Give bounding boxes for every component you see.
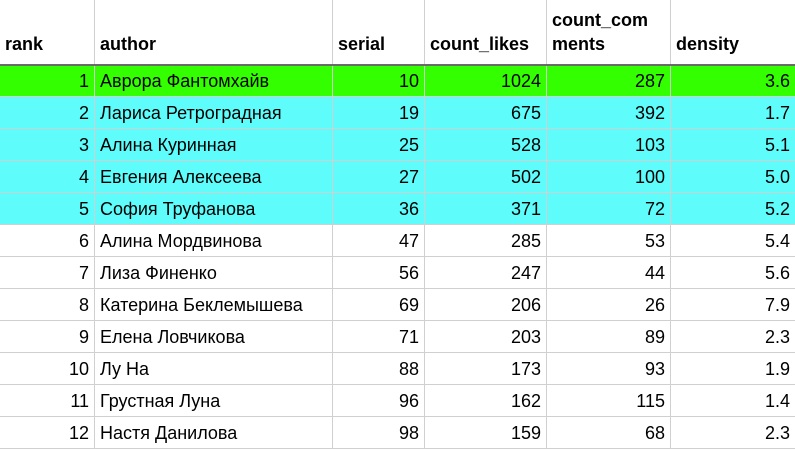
table-row: 12 Настя Данилова 98 159 68 2.3	[0, 416, 795, 449]
header-rank[interactable]: rank	[0, 0, 95, 65]
cell-count-likes[interactable]: 247	[424, 256, 547, 289]
cell-author[interactable]: Евгения Алексеева	[94, 160, 333, 193]
cell-count-likes[interactable]: 173	[424, 352, 547, 385]
cell-rank[interactable]: 5	[0, 192, 95, 225]
table-row: 8 Катерина Беклемышева 69 206 26 7.9	[0, 288, 795, 321]
cell-count-comments[interactable]: 89	[546, 320, 671, 353]
cell-rank[interactable]: 2	[0, 96, 95, 129]
cell-count-likes[interactable]: 1024	[424, 63, 547, 97]
table-row: 2 Лариса Ретроградная 19 675 392 1.7	[0, 96, 795, 129]
cell-rank[interactable]: 3	[0, 128, 95, 161]
cell-rank[interactable]: 7	[0, 256, 95, 289]
cell-count-likes[interactable]: 371	[424, 192, 547, 225]
cell-serial[interactable]: 69	[332, 288, 425, 321]
cell-rank[interactable]: 11	[0, 384, 95, 417]
cell-count-comments[interactable]: 103	[546, 128, 671, 161]
header-count-comments-line2: ments	[552, 33, 606, 54]
cell-serial[interactable]: 56	[332, 256, 425, 289]
cell-count-comments[interactable]: 100	[546, 160, 671, 193]
table-body: 1 Аврора Фантомхайв 10 1024 287 3.6 2 Лариса Ре…	[0, 63, 795, 449]
cell-author[interactable]: Настя Данилова	[94, 416, 333, 449]
cell-serial[interactable]: 27	[332, 160, 425, 193]
cell-count-likes[interactable]: 502	[424, 160, 547, 193]
cell-author[interactable]: Катерина Беклемышева	[94, 288, 333, 321]
cell-count-likes[interactable]: 528	[424, 128, 547, 161]
cell-author[interactable]: Аврора Фантомхайв	[94, 63, 333, 97]
cell-count-comments[interactable]: 53	[546, 224, 671, 257]
cell-count-likes[interactable]: 675	[424, 96, 547, 129]
cell-author[interactable]: Алина Куринная	[94, 128, 333, 161]
cell-rank[interactable]: 4	[0, 160, 95, 193]
cell-count-comments[interactable]: 392	[546, 96, 671, 129]
cell-count-comments[interactable]: 287	[546, 63, 671, 97]
table-row: 9 Елена Ловчикова 71 203 89 2.3	[0, 320, 795, 353]
cell-count-likes[interactable]: 159	[424, 416, 547, 449]
table-row: 10 Лу На 88 173 93 1.9	[0, 352, 795, 385]
cell-density[interactable]: 1.4	[670, 384, 795, 417]
cell-count-comments[interactable]: 72	[546, 192, 671, 225]
cell-rank[interactable]: 12	[0, 416, 95, 449]
cell-author[interactable]: Алина Мордвинова	[94, 224, 333, 257]
table-row: 1 Аврора Фантомхайв 10 1024 287 3.6	[0, 63, 795, 97]
header-row: rank author serial count_likes count_com…	[0, 0, 795, 65]
cell-count-comments[interactable]: 93	[546, 352, 671, 385]
header-count-likes[interactable]: count_likes	[424, 0, 547, 65]
cell-rank[interactable]: 10	[0, 352, 95, 385]
cell-author[interactable]: Елена Ловчикова	[94, 320, 333, 353]
cell-author[interactable]: Лариса Ретроградная	[94, 96, 333, 129]
table-row: 7 Лиза Финенко 56 247 44 5.6	[0, 256, 795, 289]
cell-serial[interactable]: 47	[332, 224, 425, 257]
cell-serial[interactable]: 71	[332, 320, 425, 353]
cell-count-comments[interactable]: 68	[546, 416, 671, 449]
cell-rank[interactable]: 1	[0, 63, 95, 97]
cell-serial[interactable]: 25	[332, 128, 425, 161]
cell-count-likes[interactable]: 206	[424, 288, 547, 321]
cell-density[interactable]: 1.9	[670, 352, 795, 385]
header-author[interactable]: author	[94, 0, 333, 65]
cell-density[interactable]: 5.4	[670, 224, 795, 257]
cell-serial[interactable]: 98	[332, 416, 425, 449]
table-row: 4 Евгения Алексеева 27 502 100 5.0	[0, 160, 795, 193]
cell-author[interactable]: Грустная Луна	[94, 384, 333, 417]
cell-serial[interactable]: 10	[332, 63, 425, 97]
cell-count-comments[interactable]: 26	[546, 288, 671, 321]
cell-author[interactable]: Лиза Финенко	[94, 256, 333, 289]
cell-density[interactable]: 5.2	[670, 192, 795, 225]
table-row: 5 София Труфанова 36 371 72 5.2	[0, 192, 795, 225]
header-serial[interactable]: serial	[332, 0, 425, 65]
cell-count-likes[interactable]: 162	[424, 384, 547, 417]
cell-count-likes[interactable]: 285	[424, 224, 547, 257]
header-density[interactable]: density	[670, 0, 795, 65]
cell-density[interactable]: 5.1	[670, 128, 795, 161]
cell-density[interactable]: 2.3	[670, 416, 795, 449]
cell-density[interactable]: 5.0	[670, 160, 795, 193]
cell-serial[interactable]: 88	[332, 352, 425, 385]
cell-serial[interactable]: 19	[332, 96, 425, 129]
table-row: 3 Алина Куринная 25 528 103 5.1	[0, 128, 795, 161]
cell-density[interactable]: 5.6	[670, 256, 795, 289]
cell-author[interactable]: Лу На	[94, 352, 333, 385]
cell-density[interactable]: 2.3	[670, 320, 795, 353]
cell-density[interactable]: 3.6	[670, 63, 795, 97]
table-row: 11 Грустная Луна 96 162 115 1.4	[0, 384, 795, 417]
cell-count-comments[interactable]: 44	[546, 256, 671, 289]
cell-rank[interactable]: 9	[0, 320, 95, 353]
table-row: 6 Алина Мордвинова 47 285 53 5.4	[0, 224, 795, 257]
cell-rank[interactable]: 8	[0, 288, 95, 321]
cell-rank[interactable]: 6	[0, 224, 95, 257]
cell-density[interactable]: 1.7	[670, 96, 795, 129]
cell-serial[interactable]: 96	[332, 384, 425, 417]
cell-count-likes[interactable]: 203	[424, 320, 547, 353]
cell-author[interactable]: София Труфанова	[94, 192, 333, 225]
header-count-comments-line1: count_com	[552, 9, 649, 30]
cell-count-comments[interactable]: 115	[546, 384, 671, 417]
cell-serial[interactable]: 36	[332, 192, 425, 225]
cell-density[interactable]: 7.9	[670, 288, 795, 321]
